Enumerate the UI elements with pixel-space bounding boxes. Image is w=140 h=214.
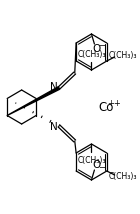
Text: Co: Co xyxy=(99,101,114,113)
Text: C(CH₃)₃: C(CH₃)₃ xyxy=(77,49,106,58)
Text: O: O xyxy=(92,160,101,170)
Text: −: − xyxy=(98,163,105,172)
Text: −: − xyxy=(98,42,105,51)
Text: ++: ++ xyxy=(107,98,121,107)
Polygon shape xyxy=(7,87,60,116)
Text: N: N xyxy=(50,122,58,132)
Text: C(CH₃)₃: C(CH₃)₃ xyxy=(108,172,137,181)
Text: C(CH₃)₃: C(CH₃)₃ xyxy=(77,156,106,165)
Text: N: N xyxy=(50,82,58,92)
Text: O: O xyxy=(92,44,101,54)
Text: C(CH₃)₃: C(CH₃)₃ xyxy=(108,51,137,59)
